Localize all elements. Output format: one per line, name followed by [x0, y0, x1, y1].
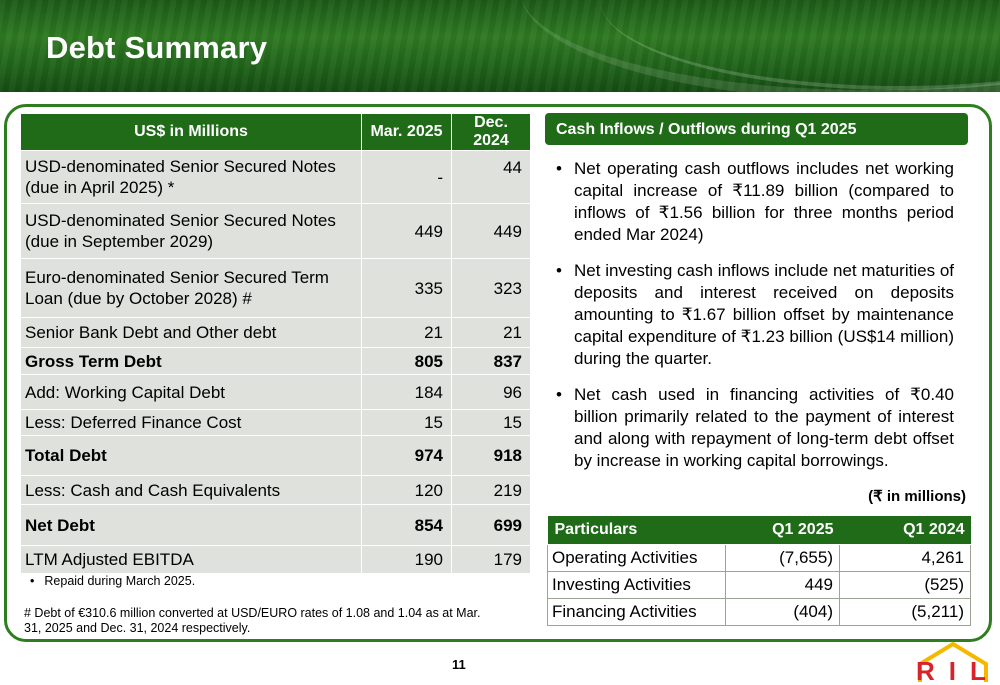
- dec-value: 837: [451, 347, 531, 375]
- mar-value: 974: [361, 435, 452, 476]
- page-number: 11: [452, 657, 466, 672]
- ril-logo-icon: RIL: [916, 641, 1000, 684]
- list-item: • Net cash used in financing activities …: [556, 384, 954, 472]
- footnote-text: Repaid during March 2025.: [44, 574, 196, 588]
- header-cell: Q1 2024: [839, 516, 971, 545]
- dec-value: 918: [451, 435, 531, 476]
- row-label: Less: Cash and Cash Equivalents: [20, 475, 362, 505]
- table-row: Gross Term Debt 805 837: [20, 347, 531, 375]
- title-banner: Debt Summary: [0, 0, 1000, 92]
- dec-value: 21: [451, 317, 531, 348]
- content-frame: [4, 104, 992, 642]
- table-row: LTM Adjusted EBITDA 190 179: [20, 545, 531, 574]
- mar-value: 120: [361, 475, 452, 505]
- dec-value: 699: [451, 504, 531, 546]
- dec-value: 96: [451, 374, 531, 410]
- bullet-glyph: •: [556, 261, 562, 280]
- header-cell: Dec. 2024: [451, 113, 531, 151]
- table-row: Operating Activities (7,655) 4,261: [547, 543, 971, 572]
- bullet-text: Net cash used in financing activities of…: [574, 385, 954, 470]
- q1-2024-value: 4,261: [839, 543, 971, 572]
- table-row: Add: Working Capital Debt 184 96: [20, 374, 531, 410]
- cash-bullet-list: • Net operating cash outflows includes n…: [556, 158, 954, 486]
- header-cell: Q1 2025: [725, 516, 840, 545]
- mar-value: 449: [361, 203, 452, 259]
- dec-value: 219: [451, 475, 531, 505]
- table-row: Less: Deferred Finance Cost 15 15: [20, 409, 531, 436]
- row-label: Total Debt: [20, 435, 362, 476]
- mar-value: 21: [361, 317, 452, 348]
- table-row: Total Debt 974 918: [20, 435, 531, 476]
- row-label: Net Debt: [20, 504, 362, 546]
- table-row: Less: Cash and Cash Equivalents 120 219: [20, 475, 531, 505]
- q1-2024-value: (525): [839, 570, 971, 599]
- mar-value: 190: [361, 545, 452, 574]
- header-cell: US$ in Millions: [20, 113, 362, 151]
- table-row: Financing Activities (404) (5,211): [547, 597, 971, 626]
- mar-value: 15: [361, 409, 452, 436]
- footnote-euro-conversion: # Debt of €310.6 million converted at US…: [24, 606, 481, 635]
- table-row: USD-denominated Senior Secured Notes (du…: [20, 203, 531, 259]
- table-row: Net Debt 854 699: [20, 504, 531, 546]
- bullet-glyph: •: [556, 159, 562, 178]
- cash-table-header: Particulars Q1 2025 Q1 2024: [547, 516, 971, 545]
- list-item: • Net investing cash inflows include net…: [556, 260, 954, 370]
- bullet-glyph: •: [556, 385, 562, 404]
- table-row: Senior Bank Debt and Other debt 21 21: [20, 317, 531, 348]
- bullet-text: Net operating cash outflows includes net…: [574, 159, 954, 244]
- page-title: Debt Summary: [46, 30, 268, 65]
- dec-value: 323: [451, 258, 531, 318]
- bullet-text: Net investing cash inflows include net m…: [574, 261, 954, 368]
- mar-value: 184: [361, 374, 452, 410]
- q1-2025-value: (7,655): [725, 543, 840, 572]
- row-label: Less: Deferred Finance Cost: [20, 409, 362, 436]
- q1-2025-value: (404): [725, 597, 840, 626]
- q1-2024-value: (5,211): [839, 597, 971, 626]
- header-cell: Particulars: [547, 516, 726, 545]
- logo-roof-shape: [918, 641, 988, 682]
- banner-wave: [520, 0, 1000, 92]
- table-row: USD-denominated Senior Secured Notes (du…: [20, 150, 531, 204]
- mar-value: -: [361, 150, 452, 204]
- mar-value: 805: [361, 347, 452, 375]
- row-label: Investing Activities: [547, 570, 726, 599]
- row-label: Operating Activities: [547, 543, 726, 572]
- row-label: USD-denominated Senior Secured Notes (du…: [20, 203, 362, 259]
- row-label: Gross Term Debt: [20, 347, 362, 375]
- mar-value: 854: [361, 504, 452, 546]
- mar-value: 335: [361, 258, 452, 318]
- table-row: Investing Activities 449 (525): [547, 570, 971, 599]
- cash-flow-table: Particulars Q1 2025 Q1 2024 Operating Ac…: [547, 516, 971, 626]
- bullet-glyph: •: [30, 574, 35, 588]
- header-cell: Mar. 2025: [361, 113, 452, 151]
- dec-value: 449: [451, 203, 531, 259]
- dec-value: 44: [451, 150, 531, 204]
- logo-text: RIL: [916, 656, 1000, 684]
- list-item: • Net operating cash outflows includes n…: [556, 158, 954, 246]
- row-label: Senior Bank Debt and Other debt: [20, 317, 362, 348]
- footnote-repaid: • Repaid during March 2025.: [30, 574, 195, 588]
- row-label: Add: Working Capital Debt: [20, 374, 362, 410]
- row-label: Financing Activities: [547, 597, 726, 626]
- row-label: USD-denominated Senior Secured Notes (du…: [20, 150, 362, 204]
- row-label: Euro-denominated Senior Secured Term Loa…: [20, 258, 362, 318]
- debt-table-header: US$ in Millions Mar. 2025 Dec. 2024: [20, 113, 531, 151]
- table-row: Euro-denominated Senior Secured Term Loa…: [20, 258, 531, 318]
- cash-section-header: Cash Inflows / Outflows during Q1 2025: [545, 113, 968, 145]
- row-label: LTM Adjusted EBITDA: [20, 545, 362, 574]
- debt-table: US$ in Millions Mar. 2025 Dec. 2024 USD-…: [20, 113, 531, 574]
- dec-value: 179: [451, 545, 531, 574]
- q1-2025-value: 449: [725, 570, 840, 599]
- dec-value: 15: [451, 409, 531, 436]
- unit-note: (₹ in millions): [868, 488, 966, 505]
